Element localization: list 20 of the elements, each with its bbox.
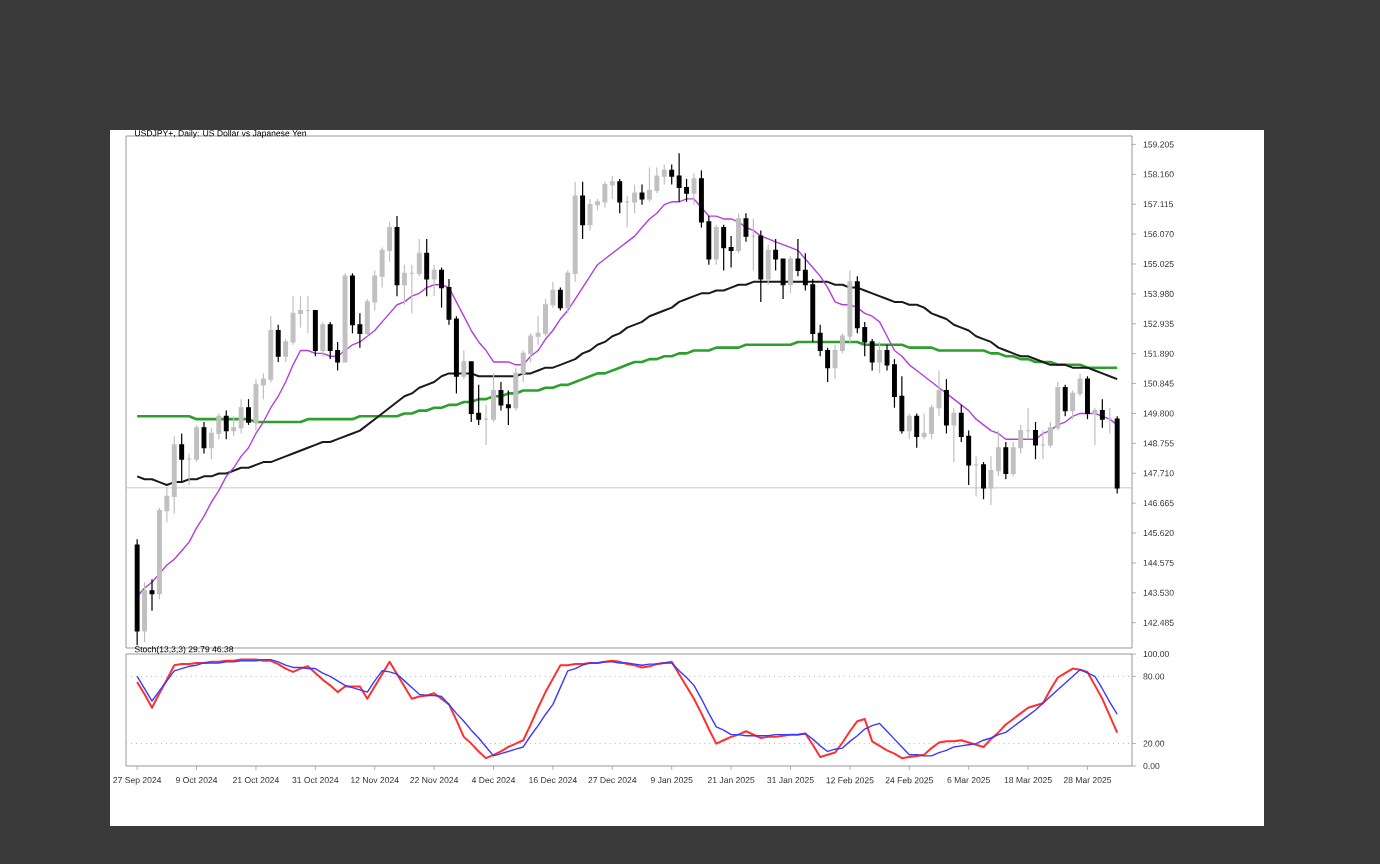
candlestick	[743, 212, 749, 243]
candlestick	[654, 166, 660, 194]
candlestick	[587, 198, 593, 231]
candlestick	[238, 398, 244, 435]
candlestick	[602, 181, 608, 209]
candlestick	[639, 184, 645, 206]
candlestick	[676, 152, 682, 203]
candlestick	[394, 215, 400, 297]
candlestick	[728, 235, 734, 269]
candlestick	[832, 344, 838, 380]
candlestick	[847, 269, 853, 346]
candlestick	[921, 412, 927, 440]
candlestick	[691, 172, 697, 206]
candlestick	[201, 421, 207, 455]
candlestick	[149, 578, 155, 612]
candlestick	[431, 264, 437, 297]
candlestick	[498, 381, 504, 412]
candlestick	[795, 238, 801, 277]
candlestick	[253, 378, 259, 432]
candlestick	[1092, 407, 1098, 446]
